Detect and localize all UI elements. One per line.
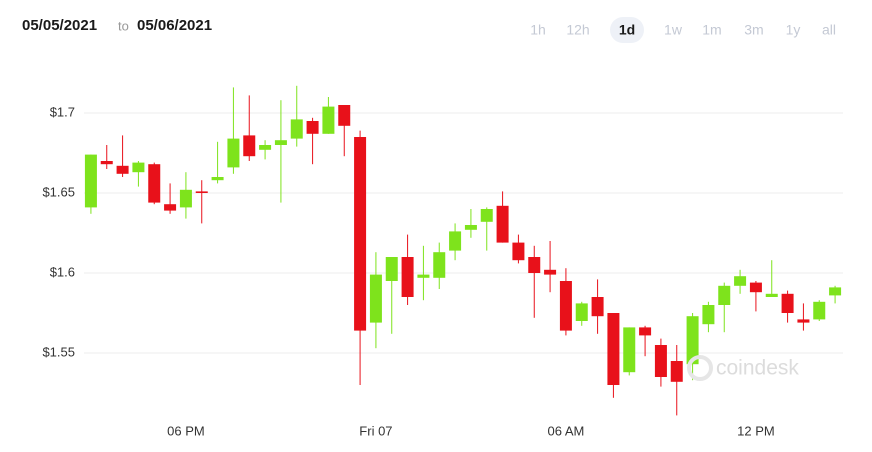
range-button[interactable]: 12h: [566, 22, 589, 38]
candle-body: [290, 119, 303, 139]
candle-body: [464, 225, 477, 230]
candle-body: [591, 297, 604, 317]
candle-body: [496, 205, 509, 243]
candle-body: [385, 257, 398, 281]
candle-body: [639, 327, 652, 336]
candle-body: [528, 257, 541, 273]
candle-body: [338, 105, 351, 126]
candle-body: [132, 162, 145, 173]
candle-body: [84, 154, 97, 208]
candle-body: [765, 293, 778, 297]
candle-body: [227, 138, 240, 168]
range-button[interactable]: all: [822, 22, 836, 38]
candle-body: [100, 161, 113, 165]
x-tick-label: 06 AM: [547, 423, 584, 438]
x-tick-label: 12 PM: [737, 423, 775, 438]
range-button[interactable]: 1y: [786, 22, 801, 38]
candle-body: [354, 137, 367, 331]
range-button[interactable]: 1m: [702, 22, 721, 38]
watermark-text: coindesk: [716, 357, 799, 380]
candle-body: [401, 257, 414, 297]
candle-body: [480, 209, 493, 222]
candle-body: [829, 287, 842, 296]
date-separator: to: [118, 18, 129, 33]
range-button[interactable]: 3m: [744, 22, 763, 38]
date-from: 05/05/2021: [22, 17, 97, 34]
date-to: 05/06/2021: [137, 17, 212, 34]
candle-body: [797, 319, 810, 323]
candle-body: [559, 281, 572, 331]
candle-body: [544, 269, 557, 275]
candle-body: [670, 361, 683, 382]
y-tick-label: $1.65: [42, 184, 75, 199]
candle-body: [449, 231, 462, 251]
y-tick-label: $1.6: [50, 264, 75, 279]
candle-body: [322, 106, 335, 134]
candle-body: [686, 316, 699, 365]
candle-body: [813, 301, 826, 320]
candle-body: [781, 293, 794, 313]
candle-body: [274, 140, 287, 145]
y-tick-label: $1.55: [42, 344, 75, 359]
watermark: coindesk: [687, 355, 799, 381]
candle-body: [749, 282, 762, 293]
watermark-logo: [687, 355, 713, 381]
x-tick-label: 06 PM: [167, 423, 205, 438]
candle-body: [259, 145, 272, 150]
candle-body: [623, 327, 636, 373]
candle-body: [179, 189, 192, 208]
range-button[interactable]: 1d: [619, 22, 635, 38]
candle-body: [702, 305, 715, 325]
candle-body: [433, 252, 446, 278]
candle-body: [734, 276, 747, 286]
candle-body: [211, 177, 224, 181]
candle-body: [417, 274, 430, 278]
candle-body: [575, 303, 588, 321]
candle-body: [148, 164, 161, 203]
range-button-bg[interactable]: [610, 17, 644, 43]
candle-body: [164, 204, 177, 211]
x-tick-label: Fri 07: [359, 423, 392, 438]
candle-body: [243, 135, 256, 157]
candle-body: [512, 242, 525, 261]
candle-body: [718, 285, 731, 305]
candle-body: [654, 345, 667, 377]
candle-body: [116, 165, 129, 174]
candle-body: [195, 191, 208, 193]
candle-body: [306, 121, 319, 134]
y-tick-label: $1.7: [50, 104, 75, 119]
range-button[interactable]: 1h: [530, 22, 546, 38]
range-button[interactable]: 1w: [664, 22, 683, 38]
candle-body: [369, 274, 382, 323]
candle-body: [607, 313, 620, 385]
